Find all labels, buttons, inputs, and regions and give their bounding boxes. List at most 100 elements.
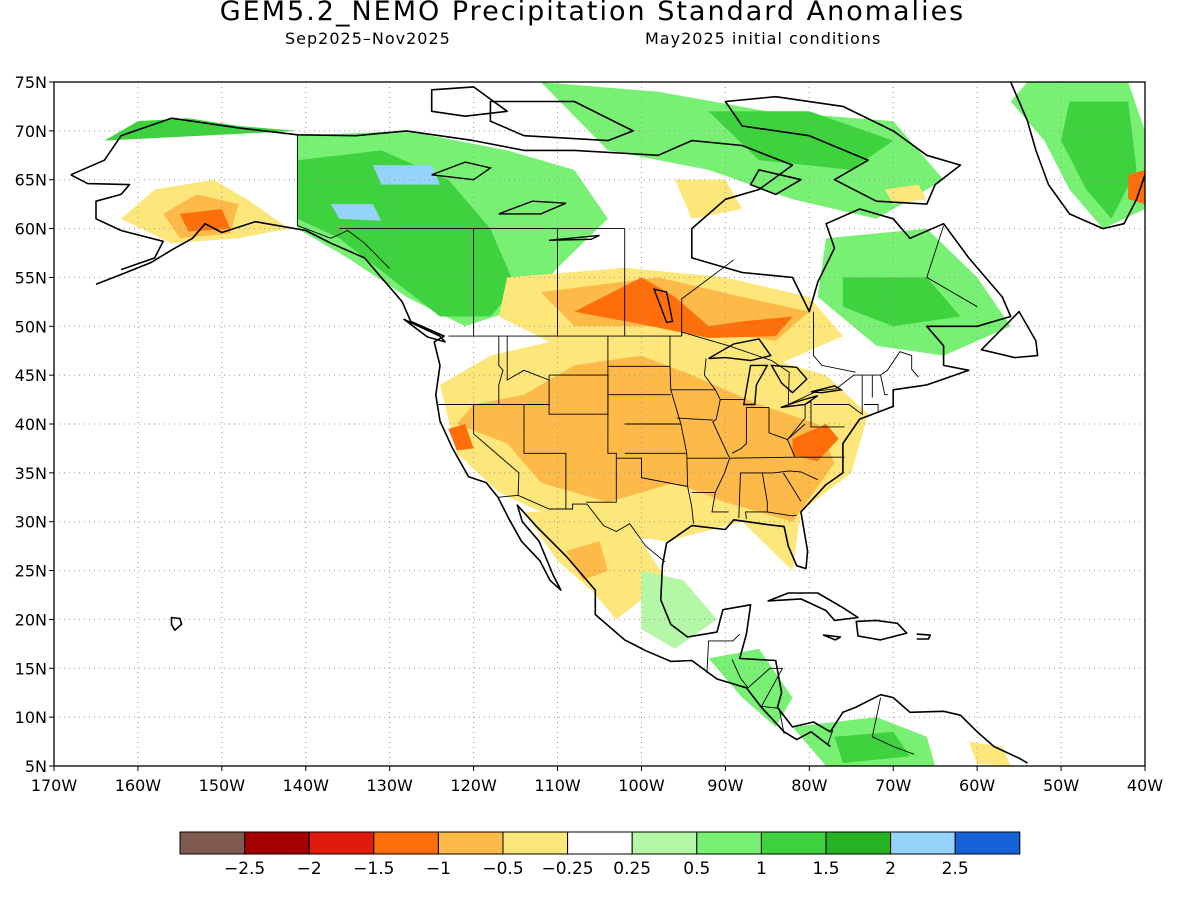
anomaly-region-mexico-wet xyxy=(641,570,717,649)
coastline-southampton-island xyxy=(749,169,802,196)
colorbar-label: 0.25 xyxy=(613,859,651,879)
gridlines xyxy=(54,82,1145,766)
colorbar-swatch xyxy=(308,831,375,855)
border-canada-provinces-4 xyxy=(681,259,735,337)
border-canada-provinces-6 xyxy=(813,311,856,373)
border-central-america xyxy=(731,659,785,734)
lake-lake-huron xyxy=(770,364,808,394)
lat-tick-label: 5N xyxy=(25,757,47,776)
anomaly-region-s-am-wet2 xyxy=(834,731,910,764)
colorbar-label: 2.5 xyxy=(942,859,969,879)
lat-tick-label: 70N xyxy=(15,122,47,141)
border-us-states-15 xyxy=(676,417,713,421)
border-alaska-canada xyxy=(296,134,391,269)
coastline-hawaii xyxy=(170,616,183,632)
anomaly-region-prairie-dry3 xyxy=(574,277,793,338)
border-us-states-29 xyxy=(813,375,863,416)
anomaly-region-yukon-blue-2 xyxy=(330,204,382,221)
colorbar-swatch xyxy=(373,831,439,855)
colorbar-swatch xyxy=(696,831,762,855)
lat-tick-label: 60N xyxy=(15,220,47,239)
colorbar-swatch xyxy=(825,831,892,855)
anomaly-region-arctic-isles xyxy=(540,82,944,219)
lat-tick-label: 55N xyxy=(15,268,47,287)
border-us-states-28 xyxy=(804,400,845,428)
border-layer xyxy=(296,134,978,755)
border-us-states-30 xyxy=(880,375,889,396)
coastline-pacific-coast xyxy=(95,220,831,748)
colorbar-label: −2.5 xyxy=(224,859,265,879)
lat-tick-label: 50N xyxy=(15,317,47,336)
coastline-baffin-island xyxy=(724,95,962,205)
border-us-states-19 xyxy=(731,407,747,454)
anomaly-region-mexico-dry2 xyxy=(565,541,608,581)
lat-tick-label: 40N xyxy=(15,415,47,434)
coastline-cuba xyxy=(767,592,859,622)
border-us-states-26 xyxy=(767,511,797,517)
border-us-states-31 xyxy=(863,404,879,412)
lake-lake-superior xyxy=(708,338,772,362)
lat-tick-label: 20N xyxy=(15,610,47,629)
colorbar-swatch xyxy=(179,831,246,855)
border-us-states-24 xyxy=(738,472,741,518)
initial-conditions: May2025 initial conditions xyxy=(645,29,882,48)
anomaly-region-s-am-dry xyxy=(968,741,1011,766)
lon-tick-label: 70W xyxy=(875,776,911,795)
border-us-states-5 xyxy=(506,336,550,381)
lake-lake-erie xyxy=(780,395,819,409)
anomaly-region-alaska-arctic xyxy=(104,118,298,141)
lake-lake-ontario xyxy=(810,385,844,394)
colorbar-swatch xyxy=(437,831,504,855)
map-title: GEM5.2_NEMO Precipitation Standard Anoma… xyxy=(219,0,966,27)
border-us-states-33 xyxy=(786,423,806,458)
border-colombia-venezuela xyxy=(871,697,915,755)
lat-tick-label: 45N xyxy=(15,366,47,385)
lat-tick-label: 15N xyxy=(15,659,47,678)
coastline-jamaica xyxy=(822,634,842,641)
anomaly-region-yukon-bc-core xyxy=(297,150,516,317)
lon-tick-label: 120W xyxy=(450,776,497,795)
lon-tick-label: 90W xyxy=(707,776,743,795)
colorbar-swatch xyxy=(502,831,569,855)
border-us-states-11 xyxy=(616,457,688,487)
lon-tick-label: 110W xyxy=(534,776,581,795)
lon-tick-label: 130W xyxy=(367,776,414,795)
border-us-states-12 xyxy=(669,336,694,524)
lake-lake-athabasca xyxy=(549,234,600,241)
border-mexico-guatemala xyxy=(706,633,741,674)
coastline-vancouver-island xyxy=(403,318,446,343)
lake-lake-winnipeg xyxy=(652,288,674,324)
lon-tick-label: 80W xyxy=(791,776,827,795)
border-canada-us-east xyxy=(681,331,919,406)
anomaly-region-va-dry xyxy=(792,424,839,462)
coastline-victoria-island xyxy=(489,100,634,142)
lon-tick-label: 150W xyxy=(199,776,246,795)
lon-tick-label: 160W xyxy=(115,776,162,795)
colorbar-label: 1.5 xyxy=(812,859,839,879)
border-us-states-3 xyxy=(523,404,567,509)
colorbar-label: 1 xyxy=(756,859,767,879)
border-canada-provinces-7 xyxy=(926,225,978,308)
colorbar-label: −0.25 xyxy=(542,859,594,879)
colorbar-swatch xyxy=(244,831,310,855)
lon-tick-label: 100W xyxy=(618,776,665,795)
anomaly-fill-layer xyxy=(104,82,1145,766)
lake-great-bear-lake xyxy=(431,161,493,181)
border-us-mexico xyxy=(497,494,666,563)
anomaly-region-greenland-dry xyxy=(1128,169,1145,205)
coastline-hispaniola xyxy=(855,619,908,641)
colorbar-label: −0.5 xyxy=(482,859,523,879)
forecast-period: Sep2025–Nov2025 xyxy=(285,29,451,48)
anomaly-region-yukon-blue-1 xyxy=(372,165,440,185)
lat-tick-label: 75N xyxy=(15,73,47,92)
lon-tick-label: 50W xyxy=(1043,776,1079,795)
anomaly-region-hudson-dry xyxy=(675,179,743,219)
colorbar-swatch xyxy=(631,831,698,855)
lake-lake-michigan xyxy=(742,364,769,406)
border-us-states-14 xyxy=(703,358,731,513)
coastline-banks-island xyxy=(430,86,509,117)
lon-tick-label: 140W xyxy=(283,776,330,795)
lat-tick-label: 35N xyxy=(15,464,47,483)
border-us-states-1 xyxy=(498,336,504,405)
lat-tick-label: 30N xyxy=(15,513,47,532)
